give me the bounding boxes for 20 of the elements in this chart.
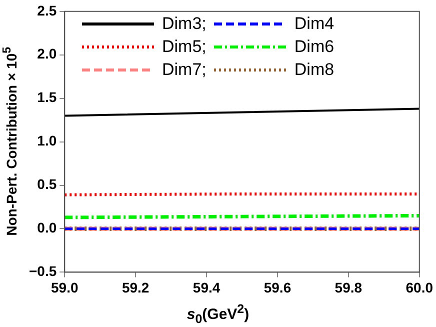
- x-tick-label: 59.6: [264, 279, 292, 296]
- y-tick-label: −0.5: [28, 263, 57, 280]
- x-tick-label: 59.4: [192, 279, 220, 296]
- legend-label: Dim3;: [162, 14, 206, 34]
- y-tick-label: 2.5: [37, 2, 57, 18]
- legend-label: Dim8: [294, 60, 334, 80]
- y-tick-label: 1.0: [37, 132, 57, 149]
- y-tick-label: 0.5: [37, 176, 57, 192]
- y-tick-label: 1.5: [37, 89, 57, 106]
- y-tick-label: 0.0: [37, 220, 57, 236]
- legend-label: Dim4: [294, 14, 334, 34]
- x-axis-title: s$_{0}$(GeV$^{2}$): [186, 302, 250, 326]
- x-tick-label: 59.8: [334, 279, 362, 296]
- x-tick-label: 60.0: [406, 279, 434, 296]
- legend-label: Dim7;: [162, 60, 206, 80]
- x-tick-label: 59.0: [51, 279, 78, 296]
- x-tick-label: 59.2: [122, 279, 150, 296]
- legend-label: Dim6: [294, 37, 334, 57]
- y-tick-label: 2.0: [37, 46, 57, 62]
- legend-label: Dim5;: [162, 37, 206, 57]
